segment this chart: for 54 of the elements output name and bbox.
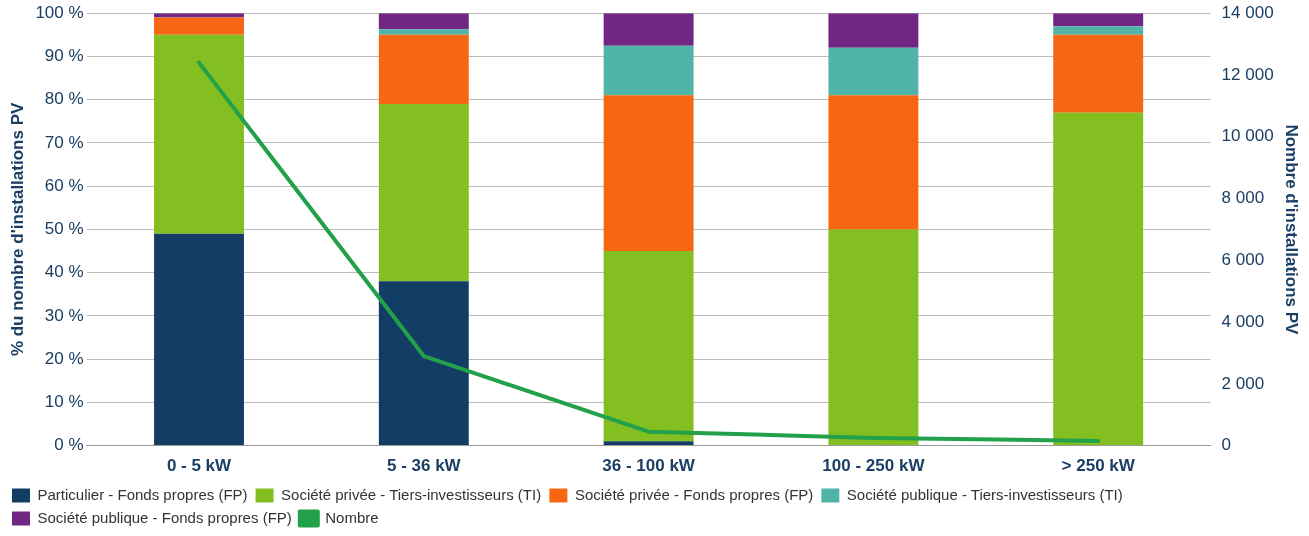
y-tick-label: 100 % (35, 2, 84, 22)
y2-tick-label: 6 000 (1221, 249, 1265, 269)
bar (603, 251, 694, 442)
y-tick-label: 30 % (44, 305, 84, 325)
y2-tick-label: 12 000 (1221, 64, 1274, 84)
bar (378, 29, 469, 35)
bar (603, 45, 694, 96)
y-axis-title: % du nombre d'installations PV (7, 102, 27, 357)
y-tick-label: 10 % (44, 392, 84, 412)
bar (154, 13, 244, 18)
bar (154, 34, 244, 234)
x-tick-label: 36 - 100 kW (602, 456, 696, 476)
y2-tick-label: 0 (1221, 435, 1232, 455)
x-tick-label: 5 - 36 kW (386, 456, 462, 476)
y-tick-label: 0 % (54, 435, 84, 455)
bar (1053, 112, 1144, 446)
x-tick-label: 100 - 250 kW (822, 456, 926, 476)
legend-label: Société privée - Fonds propres (FP) (574, 485, 814, 503)
bar (1053, 13, 1144, 27)
bar (378, 104, 469, 282)
bar (603, 13, 694, 46)
bar (154, 233, 244, 446)
y-tick-label: 20 % (44, 348, 84, 368)
bar (378, 13, 469, 30)
y-tick-label: 60 % (44, 175, 84, 195)
y-tick-label: 90 % (44, 46, 84, 66)
y2-tick-label: 8 000 (1221, 188, 1265, 208)
bar (1053, 26, 1144, 35)
bar (828, 13, 919, 48)
bar (603, 441, 694, 446)
y-tick-label: 70 % (44, 132, 84, 152)
bar (828, 95, 919, 230)
y2-tick-label: 14 000 (1221, 2, 1274, 22)
y-tick-label: 40 % (44, 262, 84, 282)
x-tick-label: > 250 kW (1061, 456, 1136, 476)
y2-tick-label: 10 000 (1221, 126, 1274, 146)
bar (378, 281, 469, 446)
legend-label: Particulier - Fonds propres (FP) (37, 485, 248, 503)
y-tick-label: 80 % (44, 89, 84, 109)
bar (1053, 34, 1144, 113)
y-tick-label: 50 % (44, 219, 84, 239)
y2-axis-title: Nombre d'installations PV (1282, 124, 1302, 336)
legend-label: Société publique - Tiers-investisseurs (TI) (846, 485, 1123, 503)
bar (603, 95, 694, 252)
y2-tick-label: 2 000 (1221, 373, 1265, 393)
bar (378, 34, 469, 104)
bar (154, 17, 244, 35)
bar (828, 229, 919, 446)
bar (828, 47, 919, 96)
legend-label: Nombre (325, 508, 379, 526)
legend-label: Société privée - Tiers-investisseurs (TI) (281, 485, 542, 503)
x-tick-label: 0 - 5 kW (166, 456, 233, 476)
legend-label: Société publique - Fonds propres (FP) (37, 508, 292, 526)
y2-tick-label: 4 000 (1221, 311, 1265, 331)
